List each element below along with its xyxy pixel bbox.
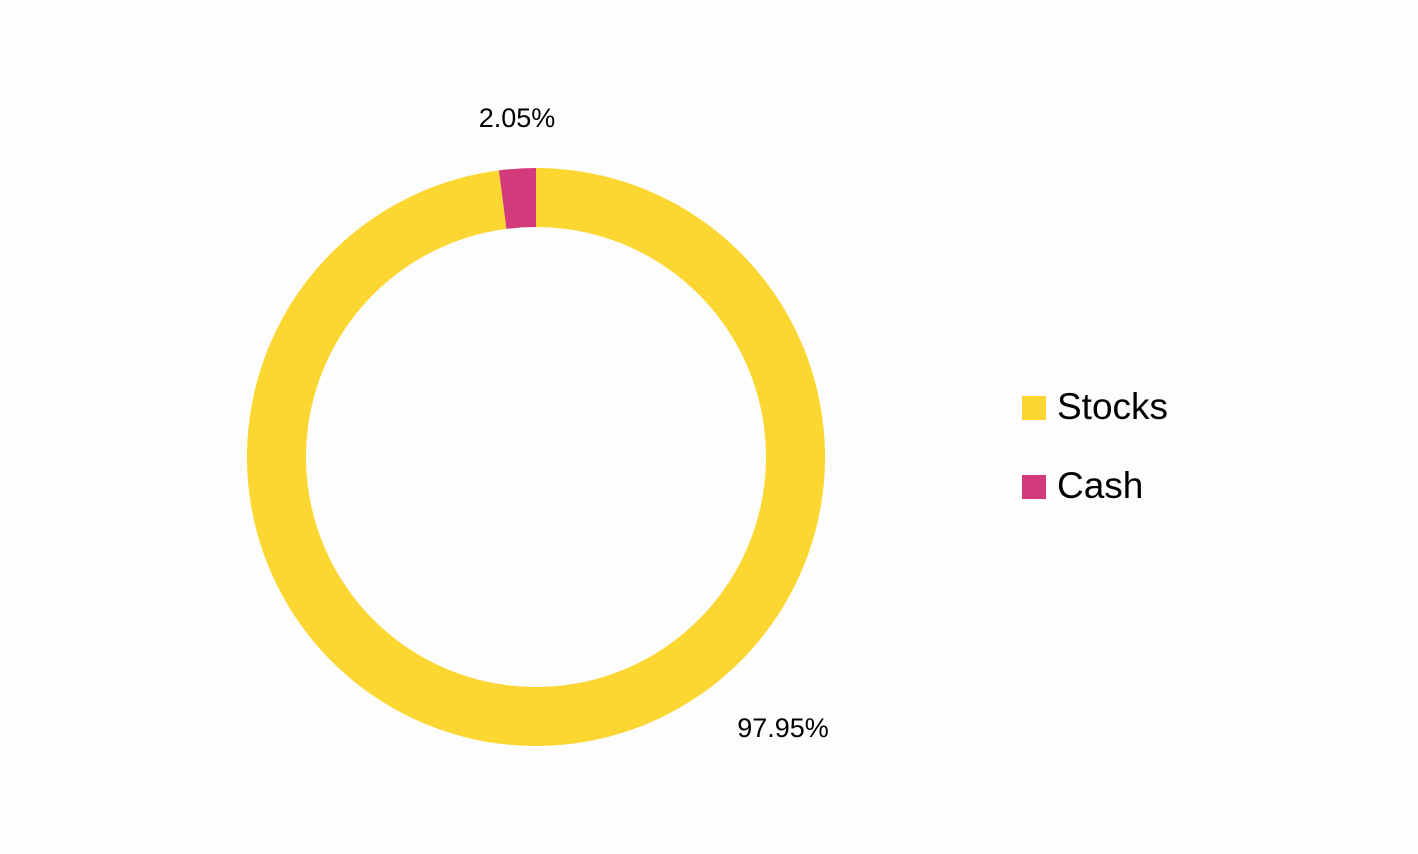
data-label: 2.05% <box>479 103 556 133</box>
legend-swatch <box>1022 396 1046 420</box>
donut-segment <box>246 168 825 746</box>
data-label: 97.95% <box>737 713 829 743</box>
legend-swatch <box>1022 475 1046 499</box>
donut-segment <box>498 168 536 229</box>
legend-label: Stocks <box>1057 386 1168 427</box>
legend-label: Cash <box>1057 465 1143 506</box>
